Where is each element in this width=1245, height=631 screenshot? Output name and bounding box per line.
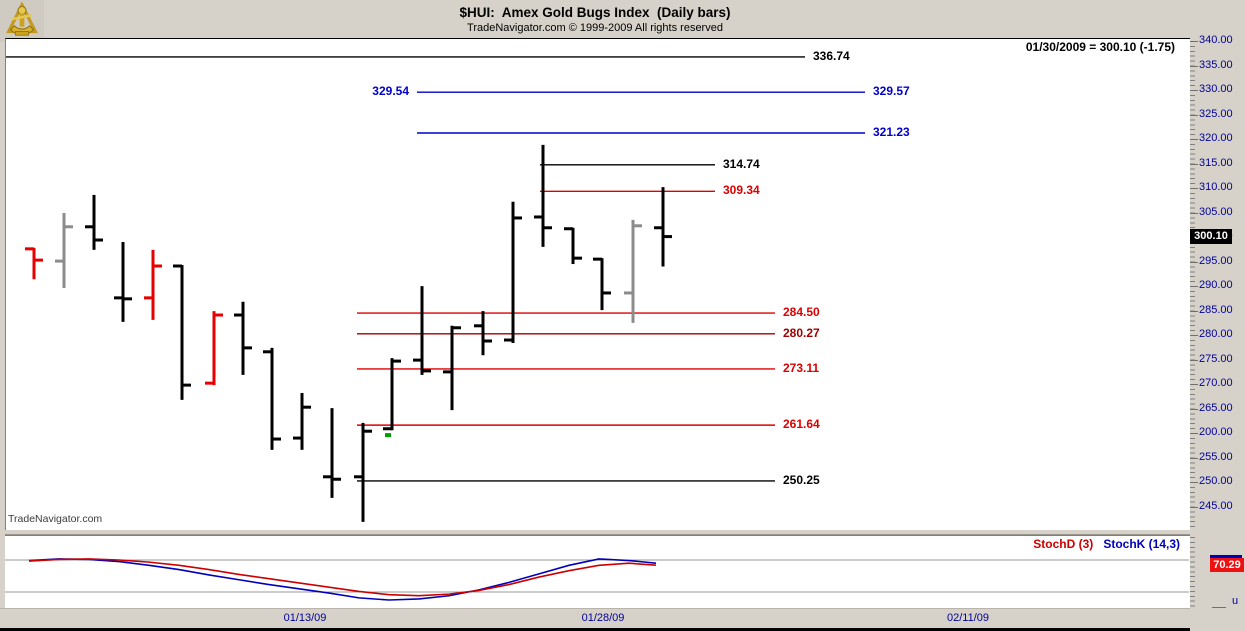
price-axis-label: 295.00 xyxy=(1190,254,1233,267)
ohlc-bar xyxy=(25,247,43,280)
price-axis-label: 315.00 xyxy=(1190,156,1233,169)
price-panel xyxy=(5,38,1190,530)
level-label: 321.23 xyxy=(873,125,910,139)
last-price-badge: 300.10 xyxy=(1190,229,1232,245)
level-label: 261.64 xyxy=(783,417,820,432)
stoch-canvas[interactable] xyxy=(5,536,1189,608)
ohlc-bar xyxy=(654,187,672,267)
price-axis[interactable]: 300.10 70.29 u 340.00 335.00 330.00 325.00 3… xyxy=(1190,0,1245,631)
price-axis-label: 330.00 xyxy=(1190,83,1233,96)
price-axis-label: 245.00 xyxy=(1190,499,1233,512)
ohlc-bar xyxy=(114,241,132,322)
price-axis-label: 320.00 xyxy=(1190,132,1233,145)
ohlc-bar xyxy=(173,264,191,400)
stochd-legend-label[interactable]: StochD (3) xyxy=(1033,537,1094,551)
level-label: 250.25 xyxy=(783,472,820,487)
ohlc-bar xyxy=(205,311,223,386)
chart-title: $HUI: Amex Gold Bugs Index (Daily bars) xyxy=(459,5,731,20)
stoch-k-badge-edge xyxy=(1210,555,1242,559)
u-axis-label: u xyxy=(1232,595,1239,607)
stoch-axis-tick xyxy=(1212,607,1226,608)
price-axis-label: 290.00 xyxy=(1190,279,1233,292)
price-axis-label: 340.00 xyxy=(1190,34,1233,46)
ohlc-bar xyxy=(144,249,162,320)
date-label: 02/11/09 xyxy=(946,612,990,624)
level-label: 309.34 xyxy=(723,183,760,198)
price-axis-label: 270.00 xyxy=(1190,377,1233,390)
stoch-panel: StochD (3) StochK (14,3) xyxy=(5,535,1190,608)
watermark: TradeNavigator.com xyxy=(8,513,103,525)
panel-separator[interactable] xyxy=(5,530,1190,535)
level-label: 314.74 xyxy=(723,156,760,171)
bottom-border xyxy=(0,628,1245,631)
stoch-value-badge: 70.29 xyxy=(1210,558,1244,573)
price-axis-label: 310.00 xyxy=(1190,181,1233,194)
level-label: 336.74 xyxy=(813,48,850,63)
quote-info: 01/30/2009 = 300.10 (-1.75) xyxy=(1025,40,1175,54)
ohlc-bar xyxy=(55,213,73,289)
date-label: 01/13/09 xyxy=(283,612,327,624)
level-label: 284.50 xyxy=(783,305,820,320)
ohlc-bar xyxy=(504,201,522,343)
level-label: 329.54 xyxy=(372,84,409,99)
price-axis-label: 250.00 xyxy=(1190,475,1233,488)
ohlc-bar xyxy=(323,408,341,498)
ohlc-bar xyxy=(263,347,281,450)
stoch-axis-ticks xyxy=(1190,537,1195,608)
ohlc-bar xyxy=(354,422,372,522)
price-axis-label: 265.00 xyxy=(1190,401,1233,414)
price-axis-label: 335.00 xyxy=(1190,58,1233,71)
price-chart-canvas[interactable] xyxy=(6,39,1190,530)
ohlc-bar xyxy=(534,144,552,247)
stoch-legend: StochD (3) StochK (14,3) xyxy=(1033,537,1180,551)
ohlc-bar xyxy=(234,301,252,375)
ohlc-bar xyxy=(593,257,611,311)
ohlc-bar xyxy=(474,311,492,356)
date-label: 01/28/09 xyxy=(581,612,625,624)
app-logo[interactable] xyxy=(0,0,44,42)
level-label: 329.57 xyxy=(873,84,910,99)
price-axis-label: 255.00 xyxy=(1190,450,1233,463)
level-label: 280.27 xyxy=(783,325,820,340)
stoch-line-k xyxy=(28,558,657,601)
level-label: 273.11 xyxy=(783,360,820,375)
price-axis-ticks xyxy=(1190,41,1195,530)
stochk-legend-label[interactable]: StochK (14,3) xyxy=(1103,537,1180,551)
price-axis-label: 280.00 xyxy=(1190,328,1233,341)
ohlc-bar xyxy=(413,286,431,375)
price-axis-label: 305.00 xyxy=(1190,205,1233,218)
ohlc-bar xyxy=(383,358,401,431)
green-marker-dot xyxy=(385,433,391,438)
ohlc-bar xyxy=(443,325,461,411)
price-axis-label: 275.00 xyxy=(1190,352,1233,365)
ohlc-bar xyxy=(85,194,103,250)
ohlc-bar xyxy=(624,219,642,323)
stoch-line-d xyxy=(28,558,657,597)
price-axis-label: 285.00 xyxy=(1190,303,1233,316)
ohlc-bar xyxy=(564,227,582,265)
price-axis-label: 200.00 xyxy=(1190,426,1233,439)
chart-subtitle: TradeNavigator.com © 1999-2009 All right… xyxy=(467,22,723,34)
price-axis-label: 325.00 xyxy=(1190,107,1233,120)
ohlc-bar xyxy=(293,392,311,450)
date-axis[interactable]: 01/13/09 01/28/09 02/11/09 xyxy=(0,608,1245,628)
